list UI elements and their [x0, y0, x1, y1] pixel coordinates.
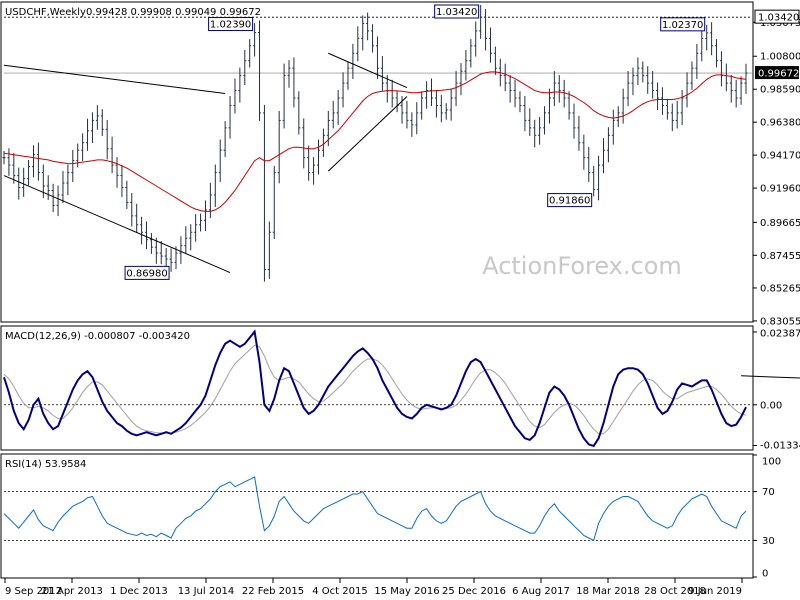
macd-label: MACD(12,26,9) -0.000807 -0.003420	[5, 331, 190, 342]
price-grid	[4, 16, 752, 74]
rsi-label: RSI(14) 53.9584	[5, 459, 86, 470]
macd-line	[3, 329, 747, 448]
macd-panel: MACD(12,26,9) -0.000807 -0.003420 0.0238…	[0, 325, 800, 452]
rsi-line	[3, 476, 747, 542]
price-y-tick-label: 0.91960	[760, 184, 800, 195]
rsi-panel-frame	[0, 453, 754, 579]
symbol-label: USDCHF,Weekly	[5, 7, 86, 18]
macd-trendline-segment	[741, 375, 800, 379]
x-tick-label: 4 Oct 2015	[312, 586, 367, 597]
price-callouts: 1.03420 1.02390 1.02370 0.91860 0.86980	[124, 4, 706, 280]
callout-label: 1.02390	[210, 20, 251, 31]
macd-y-tick-label: 0.023873	[760, 329, 800, 340]
price-y-tick-label: 0.98590	[760, 85, 800, 96]
x-tick-label: 21 Apr 2013	[41, 586, 103, 597]
callout-box	[434, 4, 480, 19]
x-tick-label: 18 Mar 2018	[576, 586, 639, 597]
callout-box	[124, 265, 170, 280]
macd-y-tick-label: 0.00	[760, 400, 782, 411]
rsi-panel: RSI(14) 53.9584 100 70 30 0	[0, 453, 781, 580]
rsi-y-tick-label: 30	[762, 536, 775, 547]
x-tick-label: 15 May 2016	[374, 586, 439, 597]
macd-y-axis: 0.023873 0.00 -0.013346	[753, 329, 800, 452]
price-y-tick-label: 1.00800	[760, 52, 800, 63]
price-trendline	[3, 64, 226, 95]
rsi-y-tick-label: 0	[762, 569, 768, 580]
macd-signal-path	[3, 344, 747, 435]
x-tick-label: 13 Jul 2014	[178, 586, 235, 597]
x-tick-label: 9 Jun 2019	[688, 586, 742, 597]
price-y-tick-label: 0.83055	[760, 316, 800, 327]
callout-label: 0.86980	[126, 268, 167, 279]
rsi-y-axis: 100 70 30 0	[753, 454, 781, 580]
x-tick-label: 9 Sep 2012	[5, 586, 62, 597]
price-trendlines	[3, 52, 408, 273]
x-tick-label: 22 Feb 2015	[242, 586, 304, 597]
watermark: ActionForex.com	[482, 252, 682, 280]
price-y-axis: 1.030751.008000.985900.963800.941700.919…	[753, 9, 800, 327]
price-y-tick-label: 0.89665	[760, 218, 800, 229]
price-trendline	[328, 52, 408, 89]
moving-average	[3, 71, 747, 212]
high-price-tag-label: 1.03420	[758, 13, 799, 24]
callout-box	[208, 17, 254, 32]
rsi-path	[3, 476, 747, 542]
price-trendline	[3, 175, 231, 273]
macd-y-tick-label: -0.013346	[760, 441, 800, 452]
x-tick-label: 28 Oct 2018	[644, 586, 706, 597]
price-y-tick-label: 0.94170	[760, 151, 800, 162]
last-price-tag-label: 0.99672	[758, 69, 799, 80]
macd-trendline	[741, 375, 800, 379]
rsi-y-tick-label: 100	[762, 457, 781, 468]
price-y-tick-label: 0.87455	[760, 251, 800, 262]
macd-panel-frame	[0, 325, 754, 451]
ma-line	[3, 71, 747, 212]
callout-box	[547, 193, 593, 208]
rsi-levels	[4, 491, 752, 541]
price-candles	[2, 5, 748, 282]
ohlc-label: 0.99428 0.99908 0.99049 0.99672	[86, 7, 261, 18]
price-panel: ActionForex.com USDCHF,Weekly 0.99428 0.…	[0, 1, 800, 327]
price-y-tick-label: 0.96380	[760, 118, 800, 129]
callout-box	[660, 17, 706, 32]
rsi-y-tick-label: 70	[762, 487, 775, 498]
x-tick-label: 1 Dec 2013	[110, 586, 168, 597]
callout-label: 0.91860	[549, 196, 590, 207]
price-trendline	[327, 96, 408, 172]
last-price-tag	[755, 66, 799, 80]
callout-label: 1.03420	[436, 7, 477, 18]
high-price-tag	[754, 9, 800, 24]
x-tick-label: 25 Dec 2016	[442, 586, 506, 597]
price-y-tick-label: 0.85265	[760, 283, 800, 294]
macd-path	[3, 329, 747, 448]
macd-signal-line	[3, 344, 747, 435]
callout-label: 1.02370	[662, 20, 703, 31]
x-tick-label: 6 Aug 2017	[512, 586, 570, 597]
